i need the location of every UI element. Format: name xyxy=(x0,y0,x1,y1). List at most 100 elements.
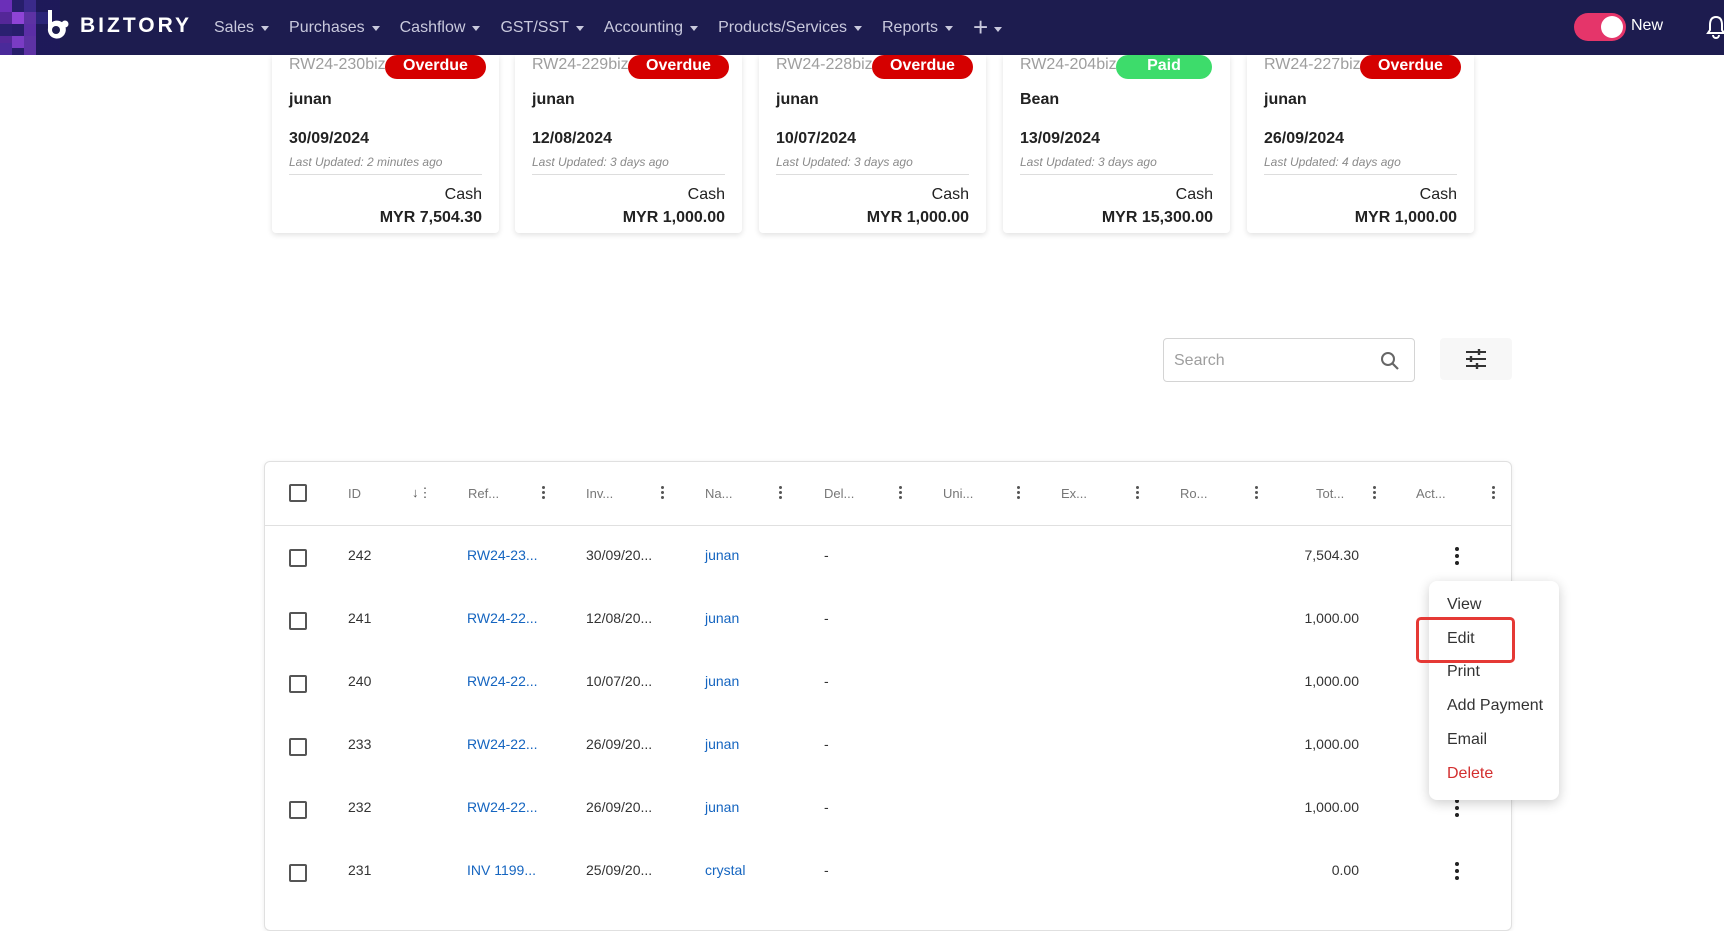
column-header-exchange[interactable]: Ex... xyxy=(1061,486,1088,501)
column-header-ref[interactable]: Ref... xyxy=(468,486,500,501)
cell-id: 242 xyxy=(348,547,372,563)
card-amount: MYR 1,000.00 xyxy=(866,209,969,226)
cell-name-link[interactable]: junan xyxy=(705,610,740,626)
column-header-unit[interactable]: Uni... xyxy=(943,486,974,501)
cell-ref-link[interactable]: RW24-22... xyxy=(467,673,538,689)
nav-accounting[interactable]: Accounting xyxy=(603,18,699,37)
invoice-card[interactable]: RW24-204biz Paid Bean 13/09/2024 Last Up… xyxy=(1003,55,1230,233)
search-box xyxy=(1163,338,1415,382)
nav-cashflow[interactable]: Cashflow xyxy=(400,19,481,37)
row-checkbox[interactable] xyxy=(289,549,307,567)
column-header-actions[interactable]: Act... xyxy=(1416,486,1446,501)
brand-logo[interactable]: BIZTORY xyxy=(0,0,195,55)
column-menu-icon[interactable] xyxy=(1017,486,1021,500)
row-actions-icon[interactable] xyxy=(1454,862,1460,884)
menu-item-print[interactable]: Print xyxy=(1447,663,1480,680)
status-badge: Overdue xyxy=(385,55,486,79)
card-customer: junan xyxy=(1264,91,1307,108)
menu-item-add-payment[interactable]: Add Payment xyxy=(1447,697,1544,714)
table-row[interactable]: 233 RW24-22... 26/09/20... junan - 1,000… xyxy=(265,715,1511,778)
top-navbar: BIZTORY Sales Purchases Cashflow GST/SST… xyxy=(0,0,1724,55)
column-header-total[interactable]: Tot... xyxy=(1316,486,1345,501)
invoice-card[interactable]: RW24-227biz Overdue junan 26/09/2024 Las… xyxy=(1247,55,1474,233)
card-payment-method: Cash xyxy=(1175,186,1213,203)
column-menu-icon[interactable] xyxy=(1373,486,1377,500)
row-checkbox[interactable] xyxy=(289,612,307,630)
row-actions-icon[interactable] xyxy=(1454,547,1460,569)
sliders-icon xyxy=(1466,349,1486,369)
menu-item-edit[interactable]: Edit xyxy=(1447,630,1475,647)
filter-button[interactable] xyxy=(1440,338,1512,380)
nav-gst-sst-label: GST/SST xyxy=(500,18,569,36)
cell-ref-link[interactable]: RW24-22... xyxy=(467,799,538,815)
card-last-updated: Last Updated: 3 days ago xyxy=(776,155,913,169)
nav-add-button[interactable]: + xyxy=(973,12,1003,43)
highlight-box xyxy=(1416,617,1515,663)
menu-item-view[interactable]: View xyxy=(1447,596,1482,613)
cell-name-link[interactable]: junan xyxy=(705,799,740,815)
row-checkbox[interactable] xyxy=(289,675,307,693)
bell-icon[interactable] xyxy=(1706,14,1724,40)
table-row[interactable]: 240 RW24-22... 10/07/20... junan - 1,000… xyxy=(265,652,1511,715)
column-header-name[interactable]: Na... xyxy=(705,486,733,501)
search-icon[interactable] xyxy=(1380,351,1400,371)
card-date: 13/09/2024 xyxy=(1020,130,1101,147)
card-date: 10/07/2024 xyxy=(776,130,857,147)
nav-gst-sst[interactable]: GST/SST xyxy=(500,18,584,37)
column-menu-icon[interactable] xyxy=(1255,486,1259,500)
cell-id: 232 xyxy=(348,799,372,815)
column-menu-icon[interactable] xyxy=(542,486,546,500)
invoice-card[interactable]: RW24-229biz Overdue junan 12/08/2024 Las… xyxy=(515,55,742,233)
invoice-card[interactable]: RW24-228biz Overdue junan 10/07/2024 Las… xyxy=(759,55,986,233)
nav-purchases[interactable]: Purchases xyxy=(289,19,380,37)
column-header-delivery[interactable]: Del... xyxy=(824,486,855,501)
sort-desc-icon[interactable]: ↓⋮ xyxy=(412,485,432,500)
column-menu-icon[interactable] xyxy=(1136,486,1140,500)
column-menu-icon[interactable] xyxy=(899,486,903,500)
nav-reports-label: Reports xyxy=(882,18,939,36)
status-badge: Overdue xyxy=(1360,55,1461,79)
menu-item-delete[interactable]: Delete xyxy=(1447,765,1494,782)
cell-ref-link[interactable]: RW24-22... xyxy=(467,610,538,626)
cell-name-link[interactable]: junan xyxy=(705,673,740,689)
table-row[interactable]: 242 RW24-23... 30/09/20... junan - 7,504… xyxy=(265,526,1511,589)
card-last-updated: Last Updated: 4 days ago xyxy=(1264,155,1401,169)
card-ref: RW24-227biz xyxy=(1264,56,1361,73)
card-divider xyxy=(776,174,969,175)
menu-item-email[interactable]: Email xyxy=(1447,731,1488,748)
column-menu-icon[interactable] xyxy=(661,486,665,500)
brand-name: BIZTORY xyxy=(80,14,193,37)
nav-sales[interactable]: Sales xyxy=(214,19,270,37)
cell-invoice-date: 30/09/20... xyxy=(586,547,653,563)
cell-ref-link[interactable]: RW24-22... xyxy=(467,736,538,752)
nav-reports[interactable]: Reports xyxy=(882,18,954,37)
cell-name-link[interactable]: crystal xyxy=(705,862,746,878)
column-header-id[interactable]: ID xyxy=(348,486,361,501)
column-header-rounding[interactable]: Ro... xyxy=(1180,486,1208,501)
chevron-down-icon xyxy=(472,26,481,31)
column-menu-icon[interactable] xyxy=(1492,486,1496,500)
row-checkbox[interactable] xyxy=(289,864,307,882)
row-actions-icon[interactable] xyxy=(1454,799,1460,821)
cell-total: 7,504.30 xyxy=(1304,547,1360,563)
row-checkbox[interactable] xyxy=(289,801,307,819)
cell-name-link[interactable]: junan xyxy=(705,547,740,563)
cell-ref-link[interactable]: INV 1199... xyxy=(467,862,537,878)
invoice-card[interactable]: RW24-230biz Overdue junan 30/09/2024 Las… xyxy=(272,55,499,233)
cell-ref-link[interactable]: RW24-23... xyxy=(467,547,538,563)
table-row[interactable]: 241 RW24-22... 12/08/20... junan - 1,000… xyxy=(265,589,1511,652)
table-row[interactable]: 231 INV 1199... 25/09/20... crystal - 0.… xyxy=(265,841,1511,904)
row-checkbox[interactable] xyxy=(289,738,307,756)
nav-accounting-label: Accounting xyxy=(603,18,684,36)
select-all-checkbox[interactable] xyxy=(289,484,307,502)
chevron-down-icon xyxy=(854,26,862,31)
new-ui-toggle[interactable] xyxy=(1574,13,1626,41)
table-row[interactable]: 232 RW24-22... 26/09/20... junan - 1,000… xyxy=(265,778,1511,841)
chevron-down-icon xyxy=(575,26,584,31)
column-menu-icon[interactable] xyxy=(779,486,783,500)
column-header-invoice-date[interactable]: Inv... xyxy=(586,486,614,501)
cell-name-link[interactable]: junan xyxy=(705,736,740,752)
search-input[interactable] xyxy=(1174,349,1364,373)
nav-products-services[interactable]: Products/Services xyxy=(718,19,862,37)
cell-total: 1,000.00 xyxy=(1304,610,1360,626)
